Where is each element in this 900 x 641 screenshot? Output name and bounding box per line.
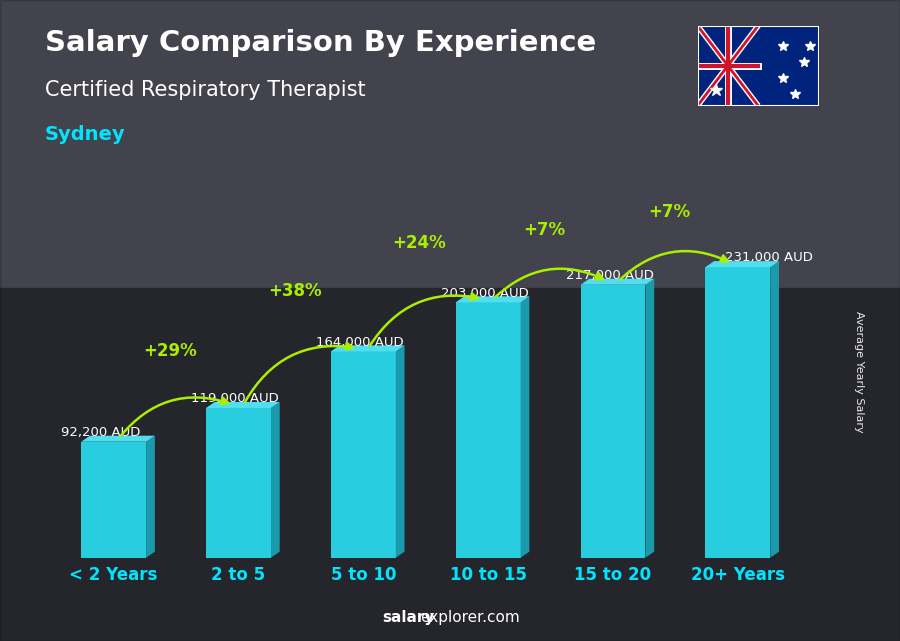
Bar [0, 0, 900, 288]
Text: explorer.com: explorer.com [420, 610, 520, 625]
Text: 164,000 AUD: 164,000 AUD [316, 336, 403, 349]
Text: 119,000 AUD: 119,000 AUD [191, 392, 279, 405]
Text: salary: salary [382, 610, 435, 625]
Bar [206, 408, 271, 558]
Text: +38%: +38% [268, 281, 321, 299]
Bar [455, 303, 520, 558]
Polygon shape [81, 436, 155, 442]
Text: Salary Comparison By Experience: Salary Comparison By Experience [45, 29, 596, 57]
Polygon shape [146, 436, 155, 558]
Text: 92,200 AUD: 92,200 AUD [61, 426, 140, 439]
Polygon shape [770, 261, 779, 558]
Polygon shape [455, 296, 529, 303]
Polygon shape [331, 345, 404, 351]
Polygon shape [271, 402, 280, 558]
Text: +7%: +7% [648, 203, 690, 221]
Polygon shape [706, 261, 779, 267]
Polygon shape [206, 402, 280, 408]
Bar [580, 285, 645, 558]
Text: Average Yearly Salary: Average Yearly Salary [854, 311, 865, 433]
Bar [331, 351, 396, 558]
Polygon shape [396, 345, 404, 558]
Text: 203,000 AUD: 203,000 AUD [441, 287, 528, 300]
Bar [0, 288, 900, 641]
Text: 217,000 AUD: 217,000 AUD [565, 269, 653, 282]
Polygon shape [645, 279, 654, 558]
Polygon shape [580, 279, 654, 285]
Text: +24%: +24% [392, 234, 446, 252]
Bar [81, 442, 146, 558]
Text: Certified Respiratory Therapist: Certified Respiratory Therapist [45, 80, 365, 100]
Text: Sydney: Sydney [45, 125, 126, 144]
Text: +7%: +7% [523, 221, 565, 238]
Text: 231,000 AUD: 231,000 AUD [725, 251, 814, 265]
Text: +29%: +29% [143, 342, 197, 360]
Polygon shape [520, 296, 529, 558]
Bar [706, 267, 770, 558]
